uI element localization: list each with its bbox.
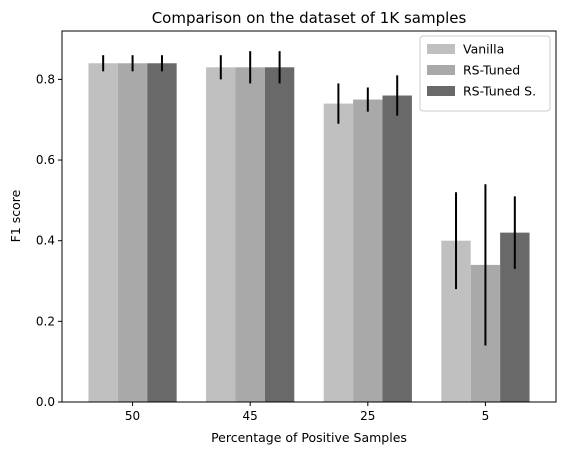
bar-series2-cat1	[117, 63, 148, 402]
x-axis-ticks: 50 45 25 5	[125, 402, 489, 423]
y-tick-label: 0.6	[36, 153, 55, 167]
x-tick-label: 45	[243, 409, 258, 423]
y-axis-label: F1 score	[8, 189, 23, 242]
legend-label: RS-Tuned S.	[463, 84, 536, 99]
legend: Vanilla RS-Tuned RS-Tuned S.	[419, 35, 551, 112]
y-tick-label: 0.2	[36, 314, 55, 328]
x-tick-label: 50	[125, 409, 140, 423]
x-tick-label: 25	[360, 409, 375, 423]
bar-series3-cat2	[264, 67, 295, 402]
y-tick-label: 0.0	[36, 395, 55, 409]
bar-series1-cat2	[206, 67, 236, 402]
y-tick-label: 0.8	[36, 72, 55, 86]
y-axis-ticks: 0.0 0.2 0.4 0.6 0.8	[36, 72, 62, 409]
bar-series1-cat1	[88, 63, 118, 402]
legend-swatch	[427, 65, 455, 75]
plot-area-frame	[61, 30, 557, 403]
x-axis-label: Percentage of Positive Samples	[211, 430, 407, 445]
x-tick-label: 5	[482, 409, 490, 423]
y-tick-label: 0.4	[36, 234, 55, 248]
legend-swatch	[427, 86, 455, 96]
bar-series3-cat1	[147, 63, 177, 402]
error-bars-group	[102, 51, 516, 346]
bar-series1-cat3	[323, 103, 354, 402]
chart-title: Comparison on the dataset of 1K samples	[152, 9, 467, 27]
bar-series2-cat2	[235, 67, 265, 402]
legend-label: RS-Tuned	[463, 63, 520, 78]
legend-swatch	[427, 44, 455, 54]
bar-series3-cat3	[382, 95, 412, 403]
bars-group	[88, 63, 530, 403]
bar-series2-cat3	[353, 99, 383, 403]
legend-label: Vanilla	[463, 42, 504, 57]
